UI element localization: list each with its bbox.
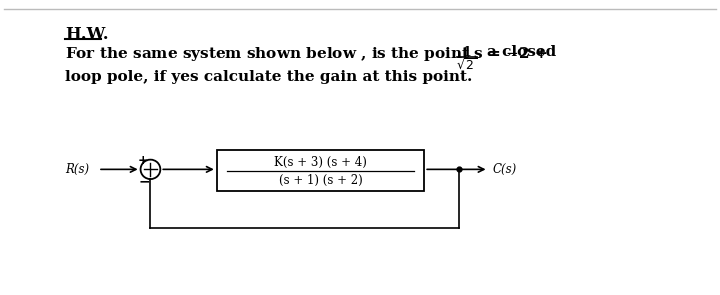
Text: $\sqrt{2}$: $\sqrt{2}$	[456, 58, 477, 73]
Text: a closed: a closed	[487, 45, 556, 59]
Text: loop pole, if yes calculate the gain at this point.: loop pole, if yes calculate the gain at …	[66, 70, 473, 84]
Text: 1: 1	[462, 46, 471, 59]
Text: H.W.: H.W.	[66, 26, 109, 42]
Text: −: −	[139, 174, 150, 188]
Text: +: +	[138, 154, 148, 167]
Text: R(s): R(s)	[66, 163, 89, 176]
Text: K(s + 3) (s + 4): K(s + 3) (s + 4)	[274, 156, 367, 169]
Text: C(s): C(s)	[492, 163, 517, 176]
Text: For the same system shown below , is the point s = $-$2 +: For the same system shown below , is the…	[66, 45, 550, 63]
Text: (s + 1) (s + 2): (s + 1) (s + 2)	[279, 173, 362, 186]
Bar	[217, 150, 424, 191]
